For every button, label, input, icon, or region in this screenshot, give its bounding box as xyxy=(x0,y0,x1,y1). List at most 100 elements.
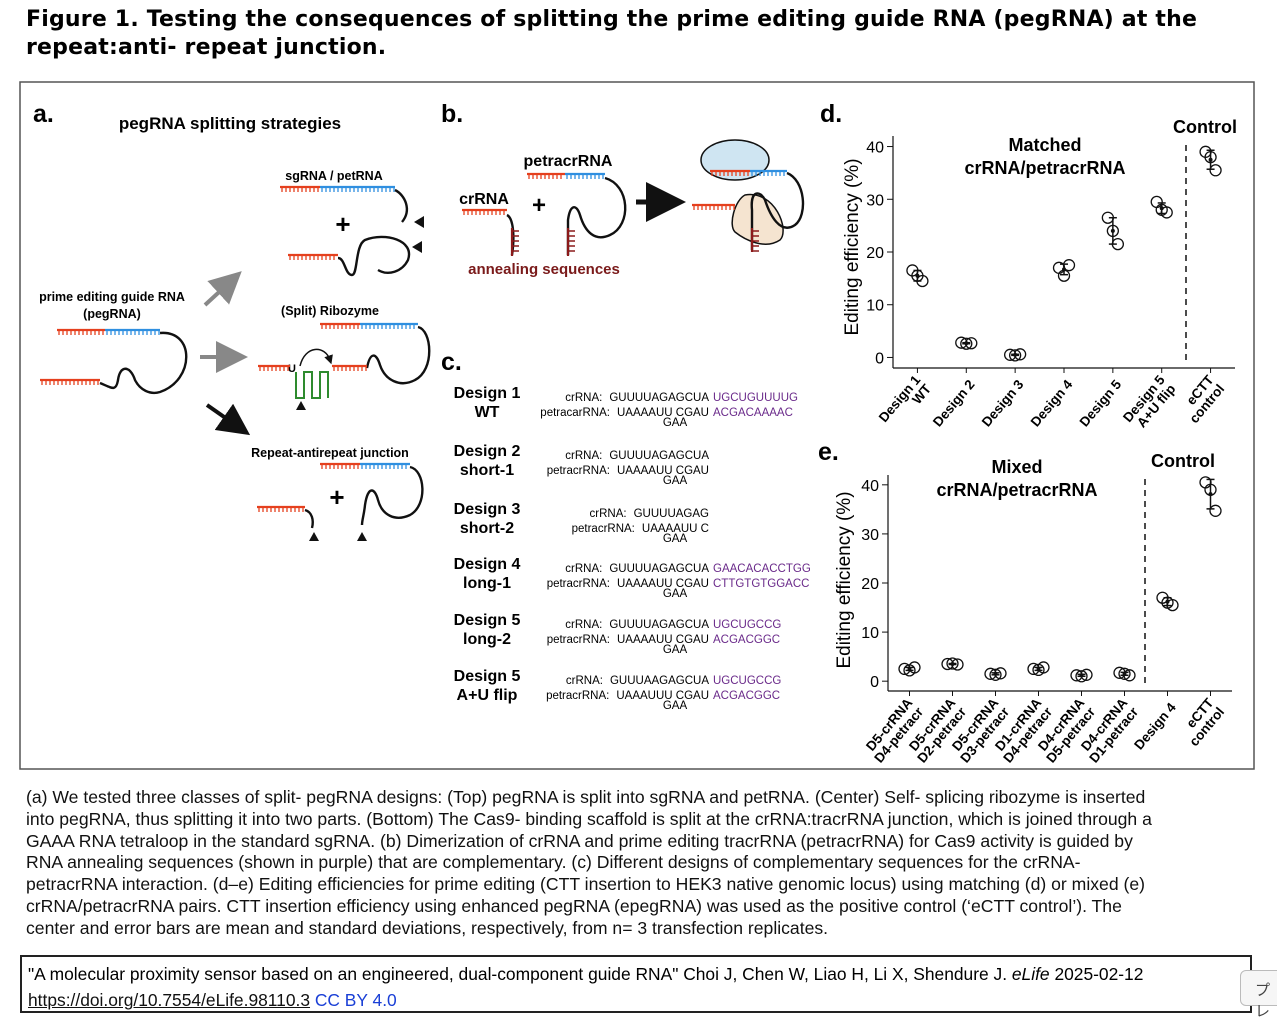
annotation: Matched xyxy=(1008,135,1081,155)
sequence-line: crRNA: GUUUAAGAGCUA xyxy=(566,675,709,687)
replicate-point xyxy=(955,336,968,349)
diagram-label: annealing sequences xyxy=(468,261,620,278)
annealing-sequence: UGCUGUUUUG xyxy=(713,392,798,404)
annealing-sequence: ACGACAAAAC xyxy=(713,407,793,419)
y-tick-label: 20 xyxy=(866,245,884,262)
mean-point xyxy=(1208,157,1213,162)
citation-line: https://doi.org/10.7554/eLife.98110.3 CC… xyxy=(28,987,1250,1013)
replicate-point xyxy=(1106,224,1120,238)
y-tick-label: 0 xyxy=(870,674,879,691)
diagram-label: petracrRNA xyxy=(524,153,613,170)
diagram-shapes xyxy=(99,139,805,541)
cut-site xyxy=(309,532,319,541)
side-tab[interactable]: プレ xyxy=(1240,970,1277,1020)
sequence: UAAAAUU CGAU xyxy=(617,578,709,590)
replicate-point xyxy=(1057,269,1071,282)
replicate-point xyxy=(1150,195,1163,209)
rna-strand xyxy=(565,172,605,179)
y-axis-label: Editing efficiency (%) xyxy=(834,491,855,668)
x-tick-label-line: Design 4 xyxy=(1028,376,1076,429)
rna-strand xyxy=(527,172,565,179)
diagram-label: crRNA xyxy=(459,191,509,208)
sequence: GUUUUAGAGCUA xyxy=(609,450,709,462)
y-tick-label: 10 xyxy=(861,625,879,642)
plus: + xyxy=(329,482,344,512)
rna-curve xyxy=(99,331,188,394)
sequence: GUUUUAGAGCUA xyxy=(609,563,709,575)
x-tick-label-line: Design 4 xyxy=(1131,699,1179,752)
caption: (a) We tested three classes of split- pe… xyxy=(26,787,1152,940)
design-name: Design 2 xyxy=(454,443,521,460)
license-link[interactable]: CC BY 4.0 xyxy=(314,990,397,1010)
cas9-lobe xyxy=(700,139,770,181)
sequence: UAAAAUU C xyxy=(642,523,709,535)
y-tick-label: 20 xyxy=(861,576,879,593)
y-tick-label: 30 xyxy=(861,527,879,544)
caption-line: petracrRNA interaction. (d–e) Editing ef… xyxy=(26,874,1145,895)
sequence: GUUUUAGAGCUA xyxy=(609,619,709,631)
sequence-line: crRNA: GUUUUAGAGCUA xyxy=(565,392,709,404)
design-name: Design 5 xyxy=(454,668,521,685)
rna-strand xyxy=(710,169,750,176)
x-tick-label: Design 2 xyxy=(930,377,978,430)
diagram-label: prime editing guide RNA xyxy=(39,290,185,304)
rna-strand xyxy=(280,185,320,192)
y-tick-label: 40 xyxy=(861,478,879,495)
x-tick-label-line: Design 5 xyxy=(1077,376,1125,429)
sequence-line: petracrRNA: UAAAAUU CGAU xyxy=(547,465,709,477)
replicate-point xyxy=(1123,669,1136,682)
rna-strand xyxy=(258,364,290,371)
cut-site xyxy=(414,216,424,228)
diagram-label: (pegRNA) xyxy=(83,307,141,321)
replicate-point xyxy=(1013,348,1027,361)
sequence-label: crRNA: xyxy=(565,563,602,575)
replicate-point xyxy=(1070,669,1083,682)
figure: a. pegRNA splitting strategies prime edi… xyxy=(19,81,1255,770)
design-name: long-1 xyxy=(463,575,511,592)
caption-line: RNA annealing sequences (shown in purple… xyxy=(26,852,1081,873)
sequence: UAAAUUU CGAU xyxy=(616,690,709,702)
annealing-sequence: ACGACGGC xyxy=(713,690,780,702)
x-tick-label: Design 1WT xyxy=(876,372,935,425)
sequence-label: petracrRNA: xyxy=(547,578,610,590)
sequence: GUUUUAGAG xyxy=(634,508,709,520)
annotation: crRNA/petracrRNA xyxy=(936,480,1097,500)
panel-label: a. xyxy=(33,100,54,128)
replicate-point xyxy=(898,662,911,676)
sequence: GUUUAAGAGCUA xyxy=(610,675,709,687)
annealing-sequence: CTTGTGTGGACC xyxy=(713,578,809,590)
rna-curve xyxy=(360,465,424,526)
citation-text: "A molecular proximity sensor based on a… xyxy=(28,964,1008,984)
sequence-line: crRNA: GUUUUAGAG xyxy=(590,508,710,520)
loop-sequence: GAA xyxy=(663,700,688,712)
figure-frame xyxy=(19,81,1255,770)
y-tick-label: 40 xyxy=(866,140,884,157)
arrow xyxy=(203,271,242,307)
design-name: A+U flip xyxy=(457,687,518,704)
cas9-lobe xyxy=(731,194,784,245)
sequence: GUUUUAGAGCUA xyxy=(609,392,709,404)
figure-title: Figure 1. Testing the consequences of sp… xyxy=(26,6,1197,62)
rna-strand xyxy=(750,169,787,176)
group-label: Control xyxy=(1151,451,1215,471)
rna-strand xyxy=(462,208,507,215)
annealing-sequence: GAACACACCTGG xyxy=(713,563,811,575)
loop-sequence: GAA xyxy=(663,417,688,429)
sequence: UAAAAUU CGAU xyxy=(617,465,709,477)
splice-arrow xyxy=(299,348,333,367)
panel-labels: a. pegRNA splitting strategies prime edi… xyxy=(33,100,842,512)
y-tick-label: 30 xyxy=(866,192,884,209)
replicate-point xyxy=(941,657,954,671)
rna-strand xyxy=(360,322,418,329)
sequence-line: petracrRNA: UAAAAUU C xyxy=(572,523,709,535)
design-name: short-1 xyxy=(460,462,514,479)
rna-curve xyxy=(394,188,409,223)
annotation: Mixed xyxy=(991,457,1042,477)
doi-link[interactable]: https://doi.org/10.7554/eLife.98110.3 xyxy=(28,990,311,1010)
design-name: Design 4 xyxy=(454,556,521,573)
chart: 0 10 20 30 40 Editing efficiency (%) Mixed crRN… xyxy=(834,451,1232,766)
rna-strand xyxy=(105,328,160,335)
rna-curve xyxy=(566,176,627,255)
